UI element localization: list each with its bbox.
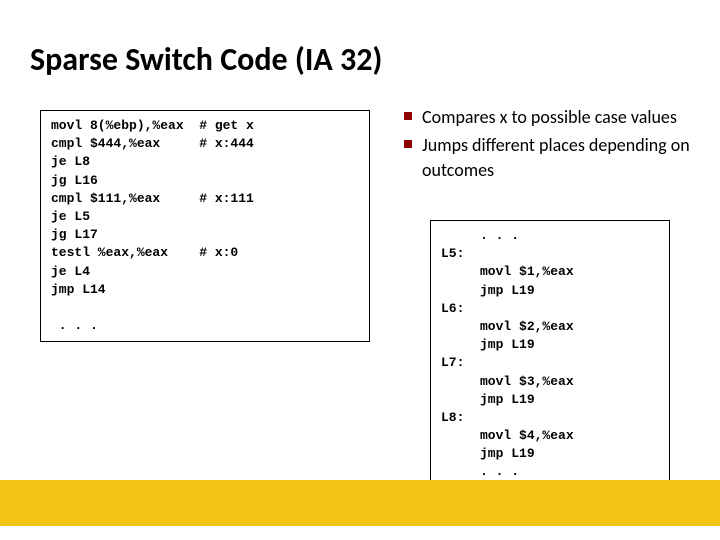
code-block-left: movl 8(%ebp),%eax # get x cmpl $444,%eax… xyxy=(40,110,370,342)
bullet-item: Compares x to possible case values xyxy=(400,105,700,129)
bullet-item: Jumps different places depending on outc… xyxy=(400,133,700,182)
code-block-right: . . . L5: movl $1,%eax jmp L19 L6: movl … xyxy=(430,220,670,489)
bullet-list: Compares x to possible case values Jumps… xyxy=(400,105,700,186)
page-title: Sparse Switch Code (IA 32) xyxy=(30,40,382,79)
yellow-band xyxy=(0,480,720,526)
slide: Sparse Switch Code (IA 32) movl 8(%ebp),… xyxy=(0,0,720,540)
